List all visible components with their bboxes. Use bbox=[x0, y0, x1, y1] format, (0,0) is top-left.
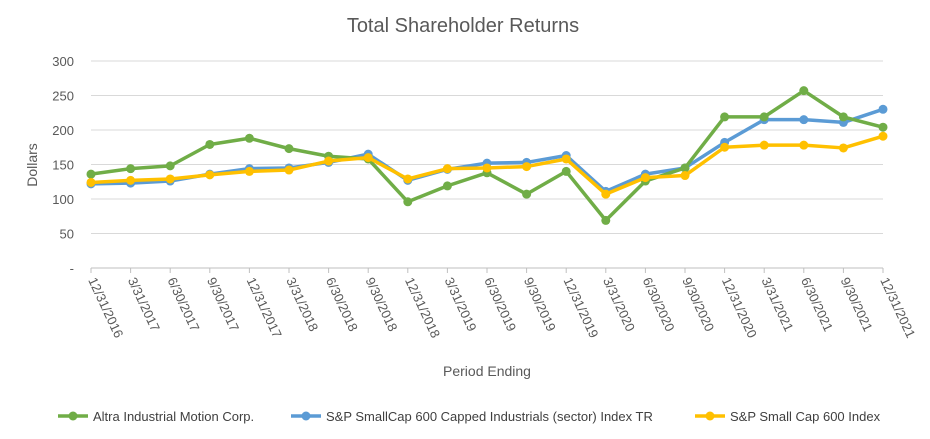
data-point bbox=[838, 143, 848, 153]
x-tick-label: 12/31/2020 bbox=[719, 275, 760, 340]
y-tick-label: 150 bbox=[52, 158, 74, 173]
x-tick-label: 3/31/2019 bbox=[442, 275, 480, 334]
x-tick-label: 6/30/2020 bbox=[640, 275, 678, 334]
legend: Altra Industrial Motion Corp. S&P SmallCa… bbox=[58, 409, 881, 424]
x-tick-label: 9/30/2021 bbox=[838, 275, 876, 334]
data-point bbox=[165, 161, 175, 171]
data-point bbox=[442, 164, 452, 174]
series-1 bbox=[86, 86, 888, 225]
y-tick-label: 300 bbox=[52, 54, 74, 69]
y-tick-label: 200 bbox=[52, 123, 74, 138]
data-point bbox=[284, 165, 294, 175]
data-point bbox=[522, 162, 532, 172]
data-point bbox=[284, 144, 294, 154]
x-tick-label: 9/30/2018 bbox=[362, 275, 400, 334]
data-point bbox=[522, 189, 532, 199]
data-point bbox=[165, 174, 175, 184]
data-point bbox=[799, 115, 809, 125]
data-point bbox=[561, 154, 571, 164]
data-point bbox=[799, 140, 809, 150]
x-axis-label: Period Ending bbox=[443, 363, 531, 379]
x-tick-label: 6/30/2019 bbox=[481, 275, 519, 334]
x-tick-label: 12/31/2018 bbox=[402, 275, 443, 340]
legend-swatch-marker bbox=[301, 411, 311, 421]
data-point bbox=[759, 112, 769, 122]
data-point bbox=[720, 142, 730, 152]
x-tick-label: 12/31/2019 bbox=[560, 275, 601, 340]
x-tick-label: 6/30/2021 bbox=[798, 275, 836, 334]
grid bbox=[91, 60, 883, 269]
x-tick-label: 9/30/2019 bbox=[521, 275, 559, 334]
data-point bbox=[403, 197, 413, 207]
y-ticks: - 50 100 150 200 250 300 bbox=[52, 54, 74, 276]
data-point bbox=[324, 156, 334, 166]
data-point bbox=[403, 174, 413, 184]
data-point bbox=[363, 153, 373, 163]
x-tick-label: 3/31/2018 bbox=[283, 275, 321, 334]
x-tick-label: 6/30/2017 bbox=[164, 275, 202, 334]
x-tick-label: 9/30/2017 bbox=[204, 275, 242, 334]
y-tick-label: 50 bbox=[60, 227, 74, 242]
data-point bbox=[838, 112, 848, 122]
data-point bbox=[601, 189, 611, 199]
series-2 bbox=[86, 131, 888, 199]
data-point bbox=[680, 171, 690, 181]
data-point bbox=[86, 169, 96, 179]
data-point bbox=[720, 112, 730, 122]
data-point bbox=[126, 175, 136, 185]
data-point bbox=[878, 122, 888, 132]
x-tick-label: 12/31/2021 bbox=[877, 275, 918, 340]
legend-swatch-marker bbox=[705, 411, 715, 421]
data-point bbox=[205, 139, 215, 149]
data-point bbox=[126, 164, 136, 174]
series-line bbox=[89, 88, 885, 223]
data-point bbox=[244, 166, 254, 176]
data-point bbox=[640, 173, 650, 183]
data-point bbox=[482, 163, 492, 173]
x-tick-label: 3/31/2021 bbox=[758, 275, 796, 334]
data-point bbox=[205, 170, 215, 180]
y-tick-label: 250 bbox=[52, 89, 74, 104]
legend-swatch-marker bbox=[68, 411, 78, 421]
data-point bbox=[244, 133, 254, 143]
data-point bbox=[759, 140, 769, 150]
data-point bbox=[561, 166, 571, 176]
y-axis-label: Dollars bbox=[24, 143, 40, 187]
chart-title: Total Shareholder Returns bbox=[347, 15, 579, 37]
legend-label: S&P SmallCap 600 Capped Industrials (sec… bbox=[326, 409, 653, 424]
legend-label: Altra Industrial Motion Corp. bbox=[93, 409, 254, 424]
x-tick-label: 3/31/2017 bbox=[125, 275, 163, 334]
data-point bbox=[86, 177, 96, 187]
data-point bbox=[601, 215, 611, 225]
x-tick-label: 3/31/2020 bbox=[600, 275, 638, 334]
x-tick-label: 6/30/2018 bbox=[323, 275, 361, 334]
data-point bbox=[442, 181, 452, 191]
x-tick-label: 9/30/2020 bbox=[679, 275, 717, 334]
y-tick-label: 100 bbox=[52, 192, 74, 207]
data-point bbox=[878, 104, 888, 114]
legend-label: S&P Small Cap 600 Index bbox=[730, 409, 881, 424]
x-tick-label: 12/31/2017 bbox=[244, 275, 285, 340]
series bbox=[86, 86, 888, 225]
data-point bbox=[799, 86, 809, 96]
x-tick-label: 12/31/2016 bbox=[85, 275, 126, 340]
data-point bbox=[680, 163, 690, 173]
y-tick-label: - bbox=[70, 261, 74, 276]
data-point bbox=[878, 131, 888, 141]
